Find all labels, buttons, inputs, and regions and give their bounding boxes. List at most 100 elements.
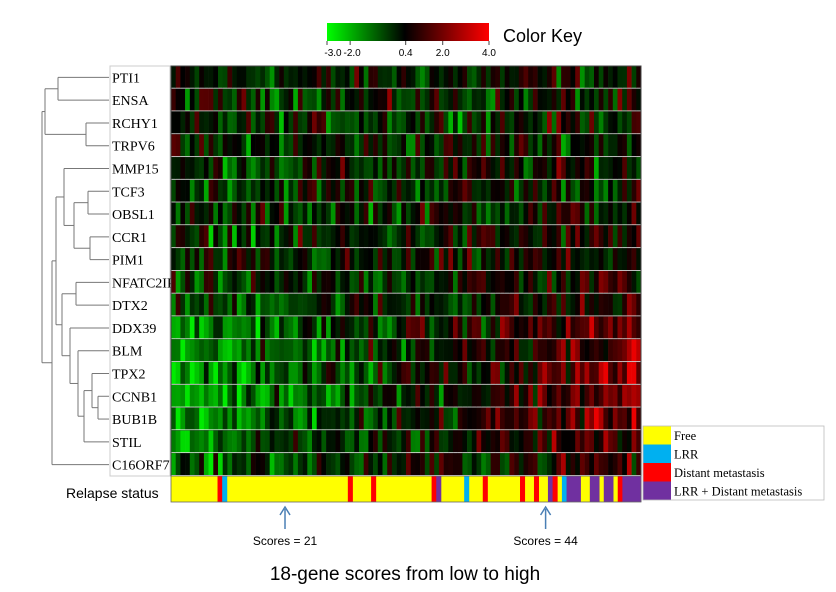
heatmap-cell	[410, 202, 416, 225]
heatmap-cell	[335, 316, 341, 339]
heatmap-cell	[636, 248, 642, 270]
heatmap-cell	[359, 88, 364, 111]
heatmap-cell	[368, 88, 374, 111]
gene-label: TCF3	[112, 185, 145, 200]
heatmap-cell	[462, 339, 468, 362]
heatmap-cell	[424, 66, 430, 88]
heatmap-cell	[250, 316, 256, 339]
heatmap-cell	[382, 271, 388, 293]
heatmap-cell	[250, 362, 256, 384]
heatmap-cell	[307, 111, 313, 134]
heatmap-cell	[476, 453, 482, 475]
heatmap-cell	[509, 179, 515, 202]
heatmap-cell	[561, 407, 567, 430]
heatmap-cell	[594, 293, 599, 316]
heatmap-cell	[579, 66, 585, 88]
heatmap-cell	[542, 134, 548, 157]
heatmap-cell	[406, 202, 411, 225]
heatmap-cell	[213, 384, 219, 407]
heatmap-cell	[636, 111, 642, 134]
heatmap-cell	[269, 453, 275, 475]
heatmap-cell	[481, 202, 487, 225]
heatmap-cell	[203, 384, 209, 407]
heatmap-cell	[363, 453, 369, 475]
heatmap-cell	[391, 430, 397, 453]
heatmap-cell	[194, 339, 200, 362]
heatmap-cell	[415, 316, 421, 339]
gene-label: C16ORF7	[112, 459, 170, 474]
heatmap-cell	[377, 453, 383, 475]
heatmap-cell	[368, 66, 374, 88]
heatmap-cell	[453, 225, 458, 248]
heatmap-cell	[547, 384, 552, 407]
heatmap-cell	[462, 134, 468, 157]
heatmap-cell	[518, 134, 524, 157]
heatmap-cell	[429, 271, 435, 293]
heatmap-cell	[443, 271, 449, 293]
heatmap-cell	[537, 407, 543, 430]
heatmap-cell	[213, 202, 219, 225]
heatmap-cell	[255, 271, 261, 293]
heatmap-cell	[321, 362, 327, 384]
relapse-sample	[617, 476, 623, 502]
heatmap-cell	[462, 88, 468, 111]
heatmap-cell	[415, 225, 421, 248]
heatmap-cell	[415, 88, 421, 111]
heatmap-cell	[537, 453, 543, 475]
heatmap-cell	[359, 407, 364, 430]
heatmap-cell	[387, 157, 393, 179]
heatmap-cell	[626, 271, 632, 293]
heatmap-cell	[227, 430, 233, 453]
heatmap-cell	[542, 225, 548, 248]
heatmap-cell	[608, 248, 614, 270]
heatmap-cell	[382, 293, 388, 316]
heatmap-cell	[175, 179, 181, 202]
heatmap-cell	[565, 88, 571, 111]
heatmap-cell	[354, 111, 360, 134]
heatmap-cell	[387, 271, 393, 293]
heatmap-cell	[255, 293, 261, 316]
heatmap-cell	[368, 339, 374, 362]
heatmap-cell	[279, 271, 285, 293]
heatmap-cell	[326, 384, 332, 407]
heatmap-cell	[185, 384, 191, 407]
heatmap-cell	[631, 271, 637, 293]
heatmap-cell	[265, 271, 270, 293]
heatmap-cell	[570, 407, 576, 430]
heatmap-cell	[255, 407, 261, 430]
heatmap-cell	[561, 271, 567, 293]
heatmap-cell	[373, 293, 379, 316]
heatmap-cell	[514, 225, 520, 248]
heatmap-cell	[518, 88, 524, 111]
heatmap-cell	[584, 362, 590, 384]
gene-label: BUB1B	[112, 413, 157, 428]
heatmap-cell	[307, 271, 313, 293]
heatmap-cell	[570, 134, 576, 157]
heatmap-cell	[518, 157, 524, 179]
heatmap-cell	[551, 362, 557, 384]
heatmap-cell	[504, 362, 510, 384]
heatmap-cell	[429, 88, 435, 111]
heatmap-cell	[368, 362, 374, 384]
heatmap-cell	[485, 407, 491, 430]
heatmap-cell	[312, 430, 317, 453]
heatmap-cell	[561, 66, 567, 88]
heatmap-cell	[288, 293, 294, 316]
heatmap-cell	[438, 88, 444, 111]
heatmap-cell	[218, 111, 223, 134]
heatmap-cell	[312, 202, 317, 225]
heatmap-cell	[410, 248, 416, 270]
heatmap-cell	[579, 88, 585, 111]
heatmap-cell	[255, 179, 261, 202]
heatmap-cell	[443, 134, 449, 157]
heatmap-cell	[434, 202, 440, 225]
heatmap-cell	[335, 202, 341, 225]
heatmap-cell	[462, 316, 468, 339]
heatmap-cell	[222, 157, 228, 179]
heatmap-cell	[302, 316, 308, 339]
heatmap-cell	[453, 248, 458, 270]
heatmap-cell	[626, 66, 632, 88]
heatmap-cell	[199, 88, 205, 111]
heatmap-cell	[208, 384, 214, 407]
heatmap-cell	[570, 362, 576, 384]
